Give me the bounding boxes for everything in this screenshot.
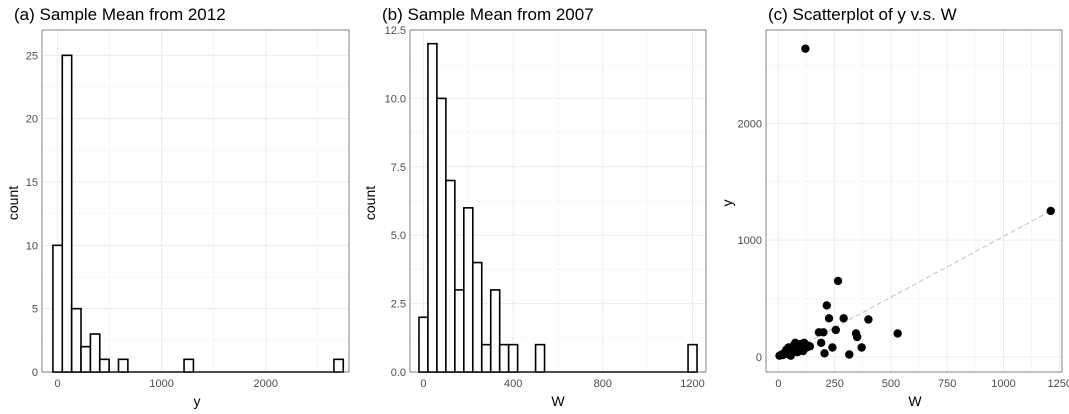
y-tick-label: 15 — [26, 177, 38, 189]
panel-a-plot-area: 0 1000 2000 0 5 10 15 20 25 — [26, 29, 350, 390]
panel-c-x-axis-title: W — [908, 393, 922, 409]
histogram-bar — [98, 358, 110, 373]
scatter-point — [893, 329, 902, 338]
scatter-point — [820, 349, 829, 358]
x-tick-label: 800 — [594, 378, 612, 390]
scatter-point — [852, 332, 862, 342]
y-tick-label: 25 — [26, 50, 38, 62]
scatter-point — [816, 338, 826, 348]
panel-a-title: (a) Sample Mean from 2012 — [14, 5, 226, 24]
scatter-point — [805, 342, 815, 351]
y-tick-label: 10.0 — [385, 93, 406, 105]
panel-b-plot-area: 0 400 800 1200 0.0 2.5 5.0 7.5 10.0 12.5 — [385, 25, 707, 390]
y-tick-label: 0.0 — [391, 367, 406, 379]
scatter-point — [857, 343, 866, 352]
x-tick-label: 250 — [825, 378, 843, 390]
panel-border — [765, 29, 1063, 373]
panel-border — [409, 29, 707, 373]
y-tick-label: 0 — [32, 367, 38, 379]
scatter-point — [822, 301, 831, 310]
scatter-point — [833, 276, 843, 286]
panel-a-x-axis-title: y — [194, 393, 201, 409]
scatter-point — [831, 325, 840, 335]
histogram-bar — [183, 358, 195, 373]
histogram-bar — [480, 343, 492, 373]
histogram-bar — [498, 343, 510, 373]
x-tick-label: 1250 — [1048, 378, 1069, 390]
panel-b-x-axis-title: W — [551, 393, 565, 409]
histogram-bar — [489, 289, 501, 373]
panel-b-title: (b) Sample Mean from 2007 — [382, 5, 594, 24]
histogram-bar — [333, 358, 345, 373]
scatter-point — [801, 44, 810, 53]
y-tick-label: 7.5 — [391, 162, 406, 174]
x-tick-label: 0 — [420, 378, 426, 390]
y-tick-label: 2.5 — [391, 299, 406, 311]
scatter-point — [1046, 206, 1055, 216]
histogram-bar — [471, 261, 483, 373]
histogram-bar — [445, 179, 456, 373]
panel-b-y-axis-title: count — [362, 186, 378, 220]
y-tick-label: 1000 — [738, 235, 762, 247]
panel-c-title: (c) Scatterplot of y v.s. W — [768, 5, 957, 24]
histogram-bar — [454, 289, 465, 373]
histogram-bar — [117, 358, 129, 373]
scatter-point — [824, 314, 834, 323]
scatter-point — [839, 314, 848, 323]
histogram-bar — [61, 54, 73, 373]
x-tick-label: 1200 — [680, 378, 704, 390]
y-tick-label: 2000 — [738, 118, 762, 130]
histogram-bar — [534, 343, 546, 373]
y-tick-label: 20 — [26, 114, 38, 126]
panel-histogram-2012: (a) Sample Mean from 2012 0 1000 2000 0 5 10 1… — [5, 5, 350, 409]
histogram-bar — [463, 207, 474, 373]
y-tick-label: 5 — [32, 304, 38, 316]
y-tick-label: 5.0 — [391, 230, 406, 242]
histogram-bar — [418, 316, 429, 373]
x-tick-label: 750 — [938, 378, 956, 390]
panel-a-y-axis-title: count — [5, 186, 21, 220]
histogram-bar — [80, 345, 92, 373]
histogram-bar — [507, 343, 519, 373]
scatter-point — [864, 315, 873, 324]
scatter-point — [819, 328, 828, 337]
x-tick-label: 0 — [775, 378, 781, 390]
panel-histogram-2007: (b) Sample Mean from 2007 0 400 800 1200 0.0… — [362, 5, 707, 409]
histogram-bar — [52, 244, 64, 373]
x-tick-label: 2000 — [254, 378, 278, 390]
y-tick-label: 12.5 — [385, 25, 406, 37]
y-tick-label: 10 — [26, 240, 38, 252]
panel-c-y-axis-title: y — [719, 200, 735, 207]
scatter-point — [845, 350, 854, 359]
histogram-bar — [70, 307, 82, 373]
histogram-bar — [427, 42, 438, 373]
x-tick-label: 1000 — [991, 378, 1015, 390]
x-tick-label: 1000 — [149, 378, 173, 390]
scatter-point — [828, 343, 837, 352]
histogram-bar — [89, 333, 101, 373]
histogram-bar — [436, 97, 447, 373]
panel-border — [41, 29, 350, 373]
panel-c-plot-area: 0 250 500 750 1000 1250 0 1000 2000 — [738, 29, 1069, 390]
x-tick-label: 0 — [55, 378, 61, 390]
x-tick-label: 500 — [882, 378, 900, 390]
y-tick-label: 0 — [756, 352, 762, 364]
histogram-bar — [687, 343, 698, 373]
panel-scatterplot: (c) Scatterplot of y v.s. W 0 250 500 750 10… — [719, 5, 1069, 409]
x-tick-label: 400 — [504, 378, 522, 390]
